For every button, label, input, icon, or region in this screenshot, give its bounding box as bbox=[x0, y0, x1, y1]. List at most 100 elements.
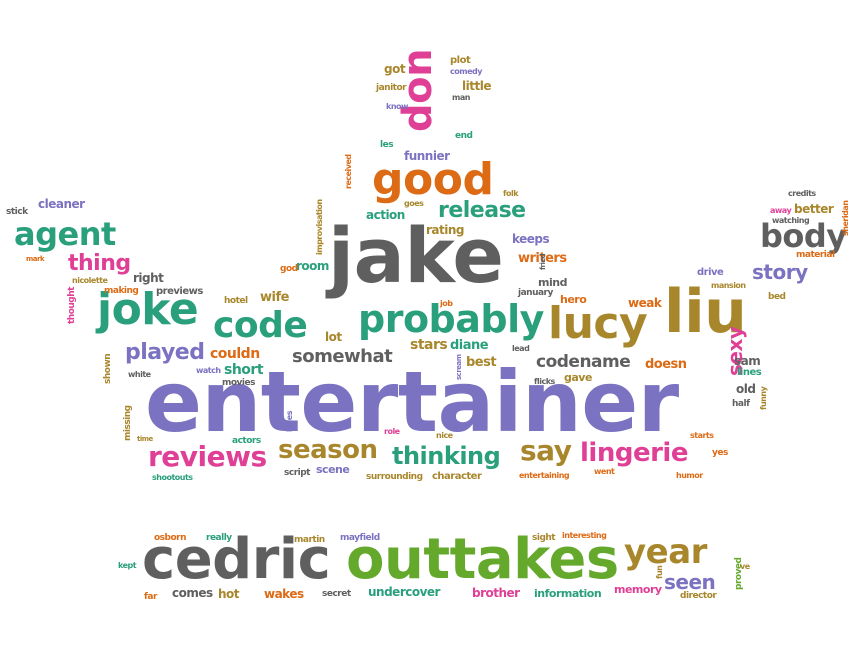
word-nice: nice bbox=[436, 431, 453, 440]
word-doesn: doesn bbox=[645, 357, 687, 372]
word-wife: wife bbox=[260, 290, 289, 305]
word-drive: drive bbox=[697, 267, 724, 278]
word-hot: hot bbox=[218, 587, 240, 601]
word-little: little bbox=[462, 79, 491, 93]
word-man: man bbox=[452, 93, 470, 102]
word-liu: liu bbox=[664, 277, 747, 347]
word-brother: brother bbox=[472, 586, 520, 600]
word-cedric: cedric bbox=[142, 527, 331, 592]
word-short: short bbox=[224, 362, 264, 378]
word-writers: writers bbox=[518, 251, 567, 266]
word-good: good bbox=[372, 154, 494, 205]
word-hotel: hotel bbox=[224, 296, 248, 306]
word-starts: starts bbox=[690, 431, 714, 440]
word-keeps: keeps bbox=[512, 232, 550, 246]
word-making: making bbox=[104, 286, 139, 296]
word-gave: gave bbox=[564, 371, 592, 384]
word-agent: agent bbox=[14, 215, 116, 253]
word-watch: watch bbox=[196, 366, 221, 375]
word-lucy: lucy bbox=[548, 298, 648, 349]
word-code: code bbox=[213, 305, 308, 346]
word-kyles: kyles bbox=[285, 411, 294, 432]
word-thinking: thinking bbox=[392, 442, 501, 470]
word-really: really bbox=[206, 533, 232, 543]
word-outtakes: outtakes bbox=[346, 527, 619, 592]
word-joke: joke bbox=[97, 284, 199, 335]
word-credits: credits bbox=[788, 189, 816, 198]
word-hero: hero bbox=[560, 293, 587, 306]
word-missing: missing bbox=[123, 405, 133, 441]
word-previews: previews bbox=[156, 286, 203, 297]
word-white: white bbox=[128, 370, 151, 379]
word-action: action bbox=[366, 208, 405, 222]
word-mind: mind bbox=[538, 276, 567, 289]
word-material: material bbox=[796, 250, 835, 260]
word-received: received bbox=[344, 154, 353, 189]
word-lot: lot bbox=[325, 330, 342, 344]
word-know: know bbox=[386, 102, 408, 111]
word-away: away bbox=[770, 206, 792, 215]
word-somewhat: somewhat bbox=[292, 346, 393, 367]
word-folk: folk bbox=[503, 189, 519, 198]
word-old: old bbox=[736, 382, 756, 396]
word-comedy: comedy bbox=[450, 67, 482, 76]
word-reviews: reviews bbox=[148, 440, 267, 473]
word-stars: stars bbox=[410, 337, 448, 353]
word-mansion: mansion bbox=[711, 281, 746, 290]
word-funny: funny bbox=[759, 386, 768, 410]
word-lead: lead bbox=[512, 344, 530, 353]
word-probably: probably bbox=[358, 297, 544, 341]
word-plot: plot bbox=[450, 55, 471, 66]
word-les: les bbox=[380, 140, 394, 150]
word-sheridan: sheridan bbox=[841, 200, 850, 236]
word-played: played bbox=[125, 340, 205, 365]
word-surrounding: surrounding bbox=[366, 472, 423, 482]
word-janitor: janitor bbox=[376, 83, 407, 93]
word-say: say bbox=[520, 434, 572, 467]
word-lines: lines bbox=[737, 367, 762, 378]
word-sam: sam bbox=[734, 354, 761, 368]
word-nicolette: nicolette bbox=[72, 276, 108, 285]
word-mayfield: mayfield bbox=[340, 533, 380, 543]
word-yes: yes bbox=[712, 448, 728, 458]
word-osborn: osborn bbox=[154, 533, 187, 543]
word-diane: diane bbox=[450, 338, 489, 353]
word-role: role bbox=[384, 427, 400, 436]
word-fried: fried bbox=[539, 253, 547, 270]
word-martin: martin bbox=[294, 535, 325, 545]
word-end: end bbox=[455, 131, 473, 141]
word-goes: goes bbox=[404, 199, 424, 208]
word-scene: scene bbox=[316, 463, 350, 476]
word-cleaner: cleaner bbox=[38, 197, 85, 211]
word-bed: bed bbox=[768, 292, 786, 302]
word-interesting: interesting bbox=[562, 531, 607, 540]
word-funnier: funnier bbox=[404, 149, 450, 163]
word-season: season bbox=[278, 435, 378, 465]
word-memory: memory bbox=[614, 583, 662, 596]
word-best: best bbox=[466, 355, 497, 370]
word-actors: actors bbox=[232, 436, 261, 446]
word-went: went bbox=[594, 467, 615, 476]
word-character: character bbox=[432, 471, 482, 482]
word-scream: scream bbox=[455, 354, 463, 380]
word-wakes: wakes bbox=[264, 587, 304, 601]
word-thing: thing bbox=[68, 251, 131, 276]
word-shown: shown bbox=[103, 353, 113, 384]
word-weak: weak bbox=[628, 296, 662, 310]
word-script: script bbox=[284, 468, 310, 478]
word-rating: rating bbox=[426, 223, 465, 237]
word-watching: watching bbox=[772, 216, 810, 225]
word-half: half bbox=[732, 399, 750, 409]
word-humor: humor bbox=[676, 471, 703, 480]
word-right: right bbox=[133, 271, 164, 285]
word-undercover: undercover bbox=[368, 585, 440, 599]
word-lingerie: lingerie bbox=[580, 438, 688, 468]
word-seen: seen bbox=[664, 570, 716, 594]
word-comes: comes bbox=[172, 586, 213, 600]
word-god: god bbox=[280, 264, 298, 274]
word-codename: codename bbox=[536, 352, 631, 372]
word-time: time bbox=[137, 435, 153, 443]
word-body: body bbox=[760, 217, 847, 255]
word-kept: kept bbox=[118, 561, 137, 570]
